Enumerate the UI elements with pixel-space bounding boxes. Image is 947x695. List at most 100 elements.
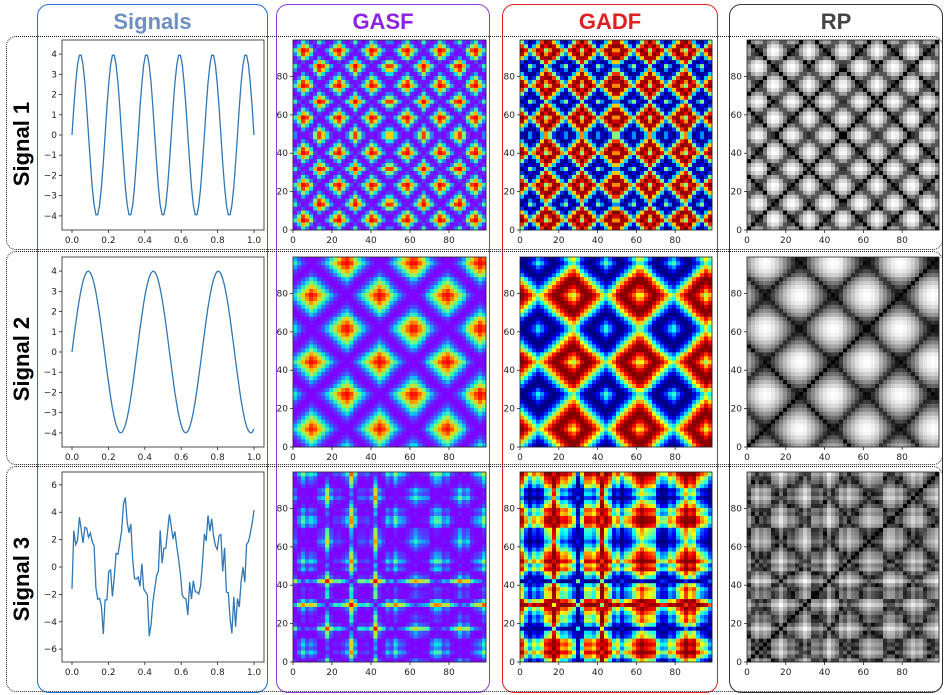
pixel <box>632 63 637 69</box>
pixel <box>536 206 541 211</box>
pixel <box>540 63 545 69</box>
pixel <box>803 214 808 219</box>
pixel <box>644 178 649 183</box>
pixel <box>648 210 653 215</box>
pixel <box>333 127 338 132</box>
pixel <box>556 43 561 49</box>
pixel <box>532 67 537 73</box>
pixel <box>616 182 621 187</box>
pixel <box>632 83 637 88</box>
pixel <box>616 146 621 152</box>
pixel <box>616 63 621 69</box>
pixel <box>688 79 693 84</box>
pixel <box>536 75 541 80</box>
pixel <box>361 99 366 104</box>
pixel <box>301 142 306 148</box>
pixel <box>353 91 358 96</box>
pixel <box>556 202 561 207</box>
pixel <box>393 190 398 195</box>
pixel <box>620 206 625 211</box>
pixel <box>417 103 423 108</box>
pixel <box>397 146 402 152</box>
pixel <box>389 174 394 179</box>
pixel <box>604 40 609 45</box>
pixel <box>381 206 386 211</box>
pixel <box>341 119 346 124</box>
pixel <box>684 127 689 132</box>
pixel <box>540 40 545 45</box>
pixel <box>652 67 657 73</box>
pixel <box>612 138 617 144</box>
pixel <box>632 91 637 96</box>
pixel <box>421 146 427 152</box>
pixel <box>465 162 471 168</box>
pixel <box>656 47 661 53</box>
pixel <box>616 154 621 160</box>
pixel <box>552 75 557 80</box>
pixel <box>628 131 633 136</box>
pixel <box>297 83 302 88</box>
pixel <box>915 226 920 231</box>
pixel <box>676 79 681 84</box>
pixel <box>604 43 609 49</box>
pixel <box>381 135 386 140</box>
pixel <box>309 138 314 144</box>
pixel <box>604 75 609 80</box>
pixel <box>305 170 310 175</box>
pixel <box>421 119 427 124</box>
pixel <box>313 210 318 215</box>
pixel <box>421 95 427 100</box>
pixel <box>799 206 804 211</box>
pixel <box>317 222 322 227</box>
pixel <box>696 83 701 88</box>
pixel <box>373 146 378 152</box>
pixel <box>293 186 298 191</box>
pixel <box>608 63 613 69</box>
pixel <box>365 87 370 92</box>
pixel <box>544 162 549 168</box>
pixel <box>660 79 665 84</box>
pixel <box>552 59 557 65</box>
pixel <box>397 67 402 73</box>
pixel <box>636 226 641 231</box>
pixel <box>361 162 366 168</box>
pixel <box>305 40 310 45</box>
pixel <box>469 127 475 132</box>
pixel <box>532 75 537 80</box>
pixel <box>532 123 537 128</box>
pixel <box>520 170 525 175</box>
pixel <box>437 71 443 76</box>
pixel <box>393 214 398 219</box>
pixel <box>433 138 439 144</box>
pixel <box>704 138 709 144</box>
pixel <box>369 178 374 183</box>
pixel <box>528 202 533 207</box>
pixel <box>532 182 537 187</box>
pixel <box>317 135 322 140</box>
pixel <box>301 174 306 179</box>
pixel <box>369 95 374 100</box>
pixel <box>580 67 585 73</box>
pixel <box>441 59 447 65</box>
pixel <box>425 59 431 65</box>
pixel <box>409 43 414 49</box>
pixel <box>441 119 447 124</box>
pixel <box>751 206 756 211</box>
pixel <box>357 123 362 128</box>
pixel <box>612 43 617 49</box>
pixel <box>413 170 418 175</box>
pixel <box>636 174 641 179</box>
pixel <box>664 138 669 144</box>
pixel <box>544 103 549 108</box>
pixel <box>520 186 525 191</box>
pixel <box>377 87 382 92</box>
pixel <box>668 91 673 96</box>
pixel <box>676 142 681 148</box>
pixel <box>680 115 685 120</box>
pixel <box>787 210 792 215</box>
pixel <box>465 131 471 136</box>
pixel <box>345 166 350 171</box>
pixel <box>425 127 431 132</box>
pixel <box>624 146 629 152</box>
pixel <box>377 63 382 69</box>
